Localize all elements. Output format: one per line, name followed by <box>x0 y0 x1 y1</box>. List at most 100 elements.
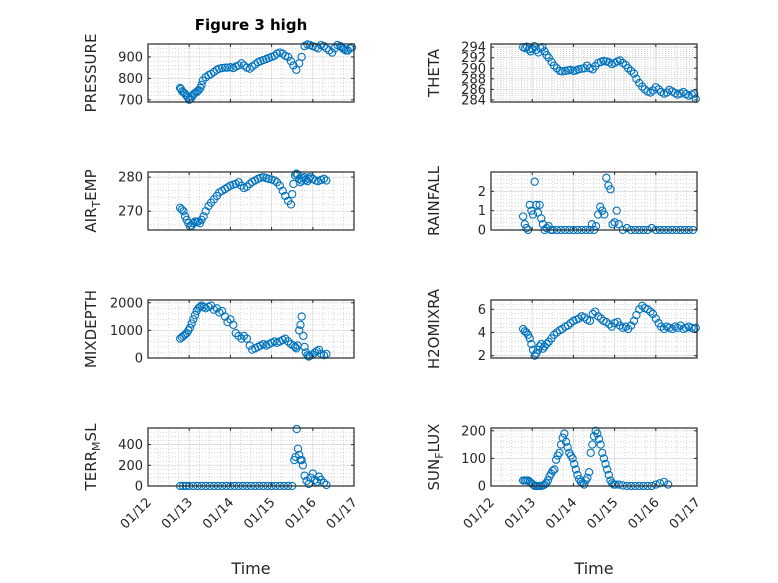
axes-box <box>147 299 355 359</box>
data-point <box>530 177 539 186</box>
data-point <box>295 326 304 335</box>
y-tick-label: 1000 <box>110 324 143 339</box>
x-tick-label: 01/14 <box>543 495 580 532</box>
data-point <box>626 66 636 76</box>
data-point <box>328 48 337 57</box>
data-point <box>525 200 534 210</box>
data-point <box>314 345 324 354</box>
data-point <box>601 459 610 469</box>
data-point <box>296 320 305 330</box>
data-point <box>629 69 639 78</box>
data-point <box>237 59 246 68</box>
data-point <box>239 331 249 341</box>
data-point <box>322 176 331 185</box>
data-point <box>671 88 680 98</box>
data-point <box>185 323 195 332</box>
data-point <box>610 218 619 227</box>
y-tick-label: 0 <box>478 480 486 495</box>
data-point <box>651 480 660 489</box>
data-point <box>234 331 243 341</box>
data-point <box>600 210 609 219</box>
y-tick-label: 2 <box>478 185 486 200</box>
y-tick-label: 700 <box>118 93 143 108</box>
data-point <box>218 63 227 73</box>
x-tick-label: 01/17 <box>667 495 704 532</box>
subplot-7: 0 200 400 01/12 01/13 01/14 01/15 01/16 01/17 TER… <box>82 423 361 532</box>
data-series <box>518 301 700 360</box>
data-point <box>689 89 699 98</box>
data-point <box>624 64 633 73</box>
data-point <box>278 186 287 195</box>
data-point <box>289 61 298 70</box>
y-tick-label: 200 <box>461 424 486 439</box>
data-point <box>664 480 673 489</box>
y-tick-label: 800 <box>118 72 143 87</box>
axes-box <box>490 43 698 103</box>
x-tick-label: 01/16 <box>283 495 320 532</box>
chart-title: Figure 3 high <box>195 16 308 34</box>
data-point <box>691 323 700 332</box>
y-tick-label: 292 <box>461 51 486 66</box>
data-point <box>602 173 611 182</box>
data-point <box>192 88 201 97</box>
y-tick-label: 0 <box>478 224 486 239</box>
y-tick-label: 280 <box>118 171 143 186</box>
data-point <box>604 470 613 480</box>
data-point <box>587 220 597 229</box>
x-tick-label: 01/14 <box>200 495 237 532</box>
data-point <box>573 470 582 480</box>
data-point <box>571 465 581 474</box>
data-point <box>270 176 279 185</box>
data-point <box>189 315 198 324</box>
y-tick-label: 288 <box>461 72 486 87</box>
data-point <box>612 206 621 215</box>
data-point <box>655 479 665 488</box>
data-point <box>605 320 614 329</box>
y-tick-label: 100 <box>461 452 486 467</box>
axes-box <box>490 171 698 231</box>
data-point <box>584 468 594 477</box>
subplot-3: 270 280 AIRTEMP <box>82 169 355 233</box>
data-point <box>289 341 298 350</box>
data-point <box>596 202 605 211</box>
data-point <box>542 339 551 349</box>
data-point <box>195 302 205 312</box>
y-axis-label: RAINFALL <box>425 165 443 236</box>
y-axis-label: PRESSURE <box>82 34 100 113</box>
data-point <box>187 319 196 328</box>
data-point <box>242 334 252 343</box>
y-tick-label: 286 <box>461 83 486 98</box>
data-point <box>231 328 240 338</box>
data-point <box>542 50 551 60</box>
data-point <box>561 437 571 446</box>
subplot-1: 700 800 900 PRESSURE <box>82 34 357 113</box>
y-tick-label: 400 <box>118 438 143 453</box>
data-point <box>543 476 553 485</box>
y-tick-label: 900 <box>118 50 143 65</box>
data-point <box>518 212 528 221</box>
data-point <box>220 63 230 72</box>
data-point <box>646 88 655 97</box>
axes-box <box>490 427 698 487</box>
data-point <box>558 67 567 76</box>
y-tick-label: 270 <box>118 205 143 220</box>
y-tick-label: 294 <box>461 41 486 56</box>
data-point <box>582 61 592 70</box>
data-point <box>651 314 660 323</box>
data-point <box>608 220 617 229</box>
data-point <box>560 429 569 438</box>
data-point <box>583 473 592 482</box>
data-point <box>621 322 630 331</box>
data-point <box>177 205 186 214</box>
data-point <box>550 465 559 474</box>
data-point <box>300 342 309 352</box>
axes-box <box>147 43 355 103</box>
x-tick-label: 01/17 <box>324 495 361 532</box>
data-point <box>614 220 623 229</box>
data-point <box>304 352 313 361</box>
data-point <box>593 429 602 438</box>
data-point <box>229 320 238 330</box>
data-point <box>574 65 583 74</box>
y-tick-label: 6 <box>478 303 486 318</box>
